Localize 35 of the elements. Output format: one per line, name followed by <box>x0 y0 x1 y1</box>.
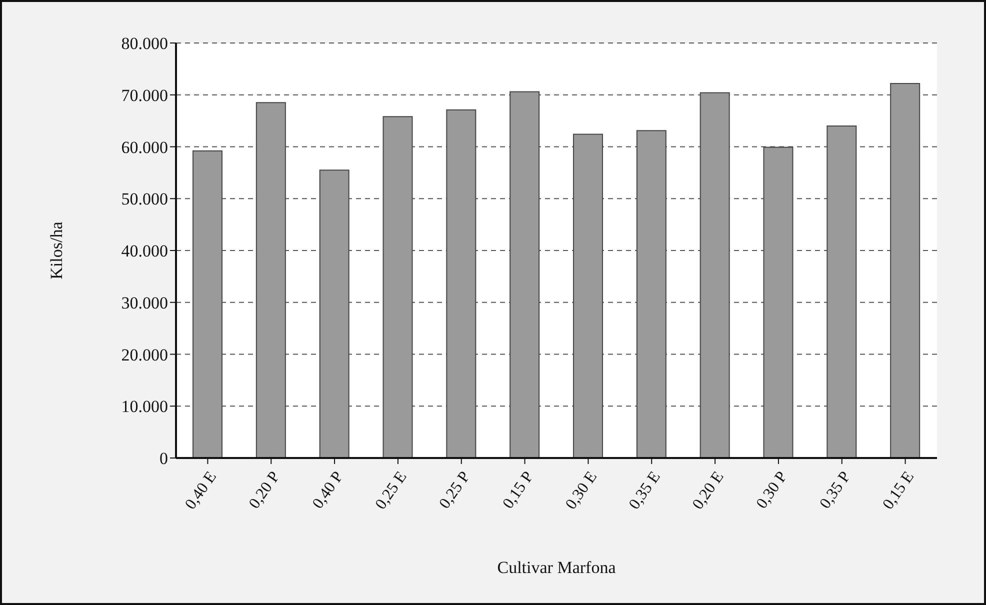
bar <box>192 150 222 458</box>
x-tick-label: 0,15 E <box>880 468 918 513</box>
y-tick-label: 30.000 <box>121 293 168 312</box>
x-tick-label: 0,30 E <box>562 468 600 513</box>
bar <box>256 102 286 458</box>
y-tick-label: 60.000 <box>121 138 168 157</box>
x-tick-label: 0,25 E <box>372 468 410 513</box>
y-tick-label: 50.000 <box>121 190 168 209</box>
bar <box>763 146 794 458</box>
x-tick-label: 0,35 E <box>626 468 664 513</box>
x-tick-label: 0,40 P <box>309 468 347 512</box>
bar <box>826 126 857 458</box>
y-tick-label: 80.000 <box>121 34 168 54</box>
x-tick-label: 0,20 P <box>246 468 284 512</box>
bar <box>446 109 476 458</box>
x-tick-label: 0,40 E <box>182 468 220 513</box>
y-tick-label: 10.000 <box>121 397 168 416</box>
bar <box>510 91 540 458</box>
x-tick-label: 0,35 P <box>816 468 854 512</box>
x-tick-label: 0,25 P <box>436 468 474 512</box>
y-tick-label: 40.000 <box>121 242 168 261</box>
bar <box>890 82 920 458</box>
y-axis-title: Kilos/ha <box>47 221 66 280</box>
x-tick-label: 0,15 P <box>500 468 538 512</box>
x-tick-label: 0,20 E <box>689 468 728 513</box>
bar <box>382 116 413 458</box>
y-tick-label: 20.000 <box>121 345 168 364</box>
x-tick-label: 0,30 P <box>753 468 791 512</box>
x-axis-title: Cultivar Marfona <box>497 558 616 577</box>
bar <box>319 170 350 458</box>
bar <box>636 130 666 458</box>
bar <box>700 92 730 458</box>
y-tick-label: 0 <box>160 449 168 468</box>
bar <box>573 134 603 458</box>
y-tick-label: 70.000 <box>121 86 168 105</box>
